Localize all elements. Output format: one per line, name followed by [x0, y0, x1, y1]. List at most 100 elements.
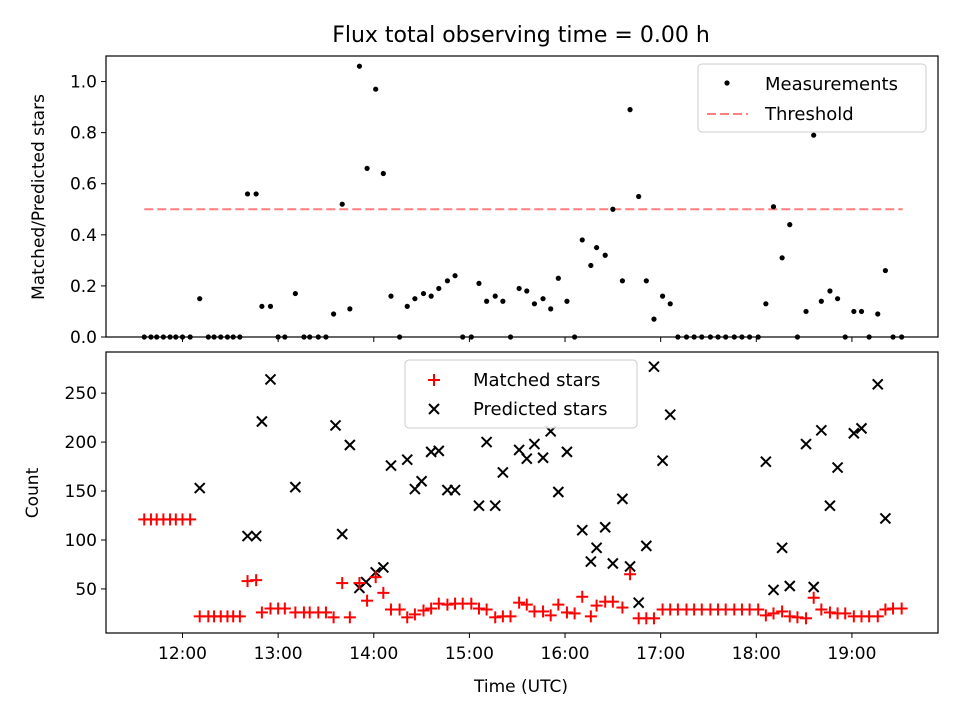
predicted-point — [329, 419, 342, 432]
measurement-point — [548, 306, 554, 312]
matched-point — [839, 607, 852, 620]
measurement-point — [866, 334, 872, 340]
predicted-point — [552, 486, 565, 498]
x-tick-label: 13:00 — [254, 644, 303, 664]
top-y-tick-label: 0.4 — [70, 226, 97, 246]
measurement-point — [899, 334, 905, 340]
predicted-point — [640, 540, 653, 552]
top-panel: 0.0 0.2 0.4 0.6 0.8 1.0 Matched/Predicted sta… — [29, 55, 939, 348]
predicted-point — [433, 445, 445, 457]
top-y-tick-label: 0.8 — [70, 124, 97, 144]
measurement-point — [731, 334, 737, 340]
measurement-point — [244, 191, 251, 197]
matched-point — [759, 609, 772, 622]
matched-point — [520, 598, 533, 611]
predicted-point — [664, 408, 676, 421]
matched-point — [568, 607, 581, 620]
predicted-point — [776, 542, 788, 554]
predicted-point — [624, 560, 636, 573]
measurement-point — [516, 285, 522, 292]
matched-point — [815, 603, 828, 616]
matched-point — [552, 598, 565, 611]
measurement-point — [154, 334, 160, 340]
measurement-point — [842, 334, 848, 340]
x-tick-label: 15:00 — [445, 644, 494, 664]
matched-point — [336, 577, 349, 590]
predicted-point — [760, 455, 772, 468]
matched-point — [606, 595, 619, 608]
matched-point — [800, 612, 813, 625]
predicted-point — [385, 459, 397, 472]
predicted-point — [656, 454, 669, 467]
measurement-point — [388, 293, 394, 299]
measurement-point — [428, 293, 434, 299]
measurement-point — [230, 334, 236, 340]
measurement-point — [675, 334, 681, 340]
top-y-axis-label: Matched/Predicted stars — [29, 94, 49, 300]
bottom-y-tick-label: 200 — [65, 433, 97, 453]
x-tick-label: 14:00 — [349, 644, 398, 664]
predicted-point — [632, 596, 645, 609]
matched-point — [465, 597, 478, 610]
predicted-point — [872, 378, 884, 391]
measurement-point — [851, 308, 857, 315]
measurement-point — [643, 278, 649, 284]
legend-measurements-label: Measurements — [765, 74, 898, 95]
predicted-point — [521, 453, 533, 465]
measurement-point — [627, 107, 633, 113]
x-tick-label: 17:00 — [636, 644, 685, 664]
measurement-point — [667, 301, 673, 307]
measurement-point — [699, 334, 705, 340]
predicted-point — [815, 424, 828, 437]
predicted-point — [473, 500, 485, 512]
measurement-point — [779, 255, 785, 261]
matched-point — [537, 605, 550, 618]
matched-point — [425, 602, 438, 615]
measurement-point — [683, 334, 690, 340]
predicted-point — [607, 557, 619, 570]
measurement-point — [763, 301, 769, 307]
measurement-point — [500, 298, 506, 304]
matched-point — [590, 599, 603, 612]
measurement-point — [356, 63, 363, 69]
predicted-point — [616, 493, 629, 505]
matched-point — [624, 568, 637, 581]
measurement-point — [818, 298, 824, 304]
matched-point — [343, 611, 356, 624]
measurement-point — [141, 334, 147, 340]
predicted-point — [599, 521, 611, 533]
measurement-point — [420, 290, 427, 297]
predicted-point — [256, 415, 268, 428]
bottom-y-ticks: 50 100 150 200 250 — [65, 384, 106, 600]
measurement-point — [404, 303, 410, 309]
top-y-tick-label: 0.0 — [70, 328, 97, 348]
predicted-point — [576, 524, 588, 536]
x-tick-label: 12:00 — [158, 644, 207, 664]
predicted-point — [415, 475, 428, 487]
matched-point — [278, 602, 291, 615]
matched-point — [417, 604, 430, 617]
bottom-y-tick-label: 250 — [65, 384, 97, 404]
matched-point — [807, 591, 820, 604]
measurement-point — [179, 334, 186, 340]
legend-measurements-marker — [724, 80, 730, 86]
matched-point — [250, 574, 263, 587]
predicted-points — [194, 360, 892, 609]
measurement-point — [882, 267, 889, 274]
measurement-point — [218, 334, 224, 340]
top-axes-frame — [105, 55, 939, 338]
matched-points — [138, 513, 908, 625]
predicted-point — [590, 542, 603, 554]
measurement-point — [468, 334, 474, 340]
matched-point — [377, 586, 390, 599]
predicted-point — [855, 422, 868, 435]
measurement-point — [579, 237, 585, 243]
measurement-point — [636, 193, 642, 200]
top-y-ticks: 0.0 0.2 0.4 0.6 0.8 1.0 — [70, 73, 106, 348]
bottom-legend-box — [404, 359, 638, 429]
measurement-point — [396, 334, 403, 340]
bottom-x-ticks: 12:00 13:00 14:00 15:00 16:00 17:00 18:00 19:00 — [158, 633, 876, 664]
matched-point — [616, 601, 629, 614]
measurements-points — [141, 63, 905, 340]
legend-predicted-label: Predicted stars — [473, 399, 607, 420]
